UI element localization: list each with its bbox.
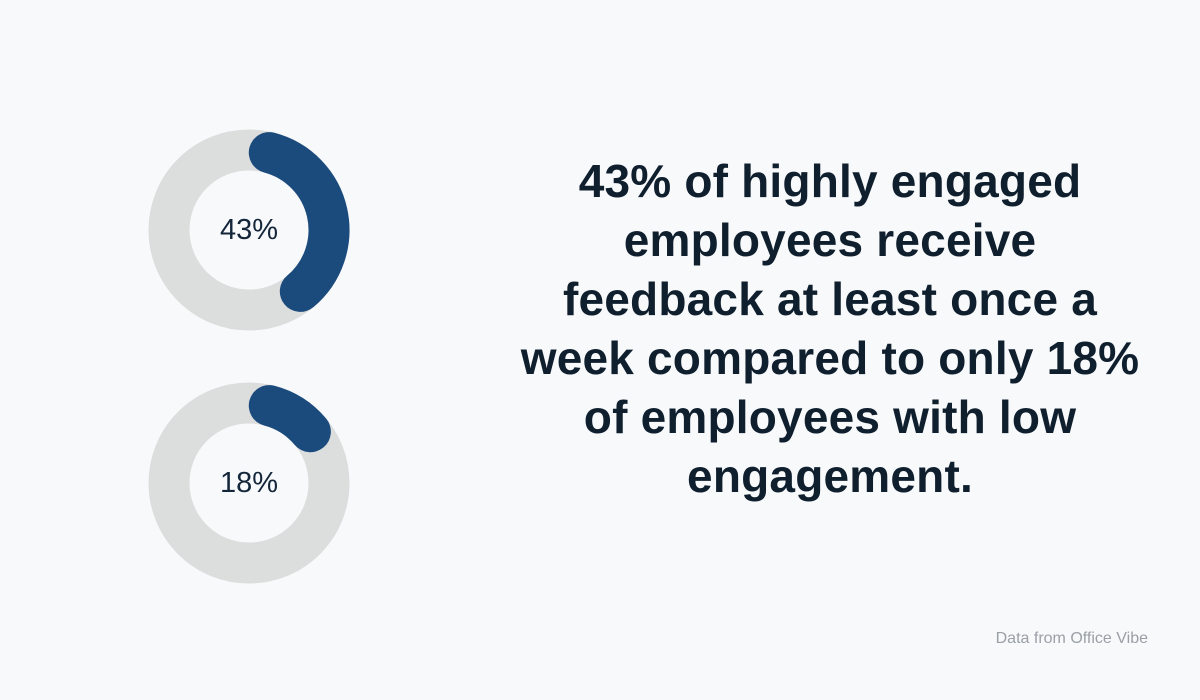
donut-svg: 18% [148,382,350,584]
donut-chart-low-engagement: 18% [139,373,359,593]
donut-value-arc [248,132,350,312]
donut-value-arc [248,385,331,453]
donut-chart-high-engagement: 43% [139,120,359,340]
source-note: Data from Office Vibe [995,630,1148,647]
headline-statement: 43% of highly engaged employees receive … [520,155,1140,502]
donut-value-label: 43% [220,214,278,246]
donut-value-label: 18% [220,467,278,499]
donut-svg: 43% [148,129,350,331]
